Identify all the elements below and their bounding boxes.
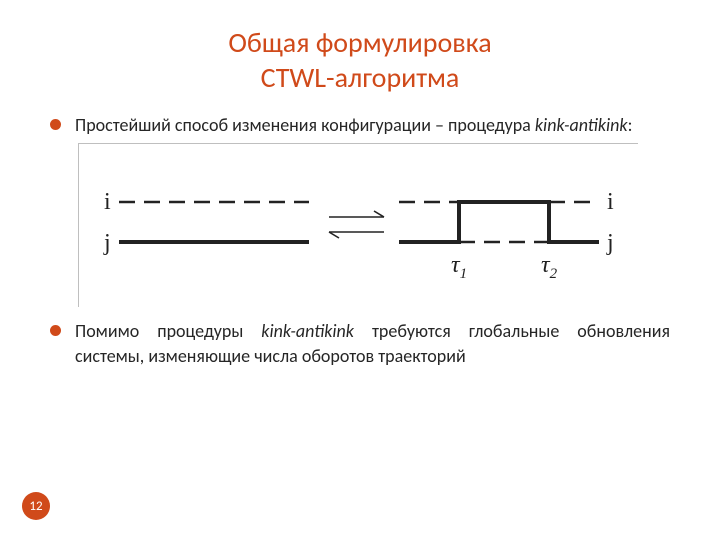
right-kink-path (399, 202, 599, 242)
bullet-1-em: kink-antikink (535, 114, 628, 136)
label-i-right: i (607, 189, 614, 215)
bullet-2-em: kink-antikink (261, 320, 354, 342)
kink-antikink-diagram: i j i j τ1 τ2 (89, 162, 629, 292)
page-number: 12 (29, 499, 42, 514)
slide: Общая формулировка CTWL-алгоритма Просте… (0, 0, 720, 540)
bullet-1: Простейший способ изменения конфигурации… (50, 113, 670, 137)
label-tau1: τ1 (451, 252, 467, 282)
label-i-left: i (104, 189, 111, 215)
equilibrium-arrows-icon (329, 211, 384, 238)
label-tau2: τ2 (541, 252, 558, 282)
bullet-1-post: : (628, 114, 633, 136)
bullet-icon (50, 325, 61, 336)
bullet-2: Помимо процедуры kink-antikink требуются… (50, 319, 670, 368)
page-number-badge: 12 (22, 492, 50, 520)
bullet-1-text: Простейший способ изменения конфигурации… (75, 113, 670, 137)
label-j-right: j (606, 230, 614, 256)
bullet-2-text: Помимо процедуры kink-antikink требуются… (75, 319, 670, 368)
title-line-1: Общая формулировка (228, 25, 491, 60)
title-line-2: CTWL-алгоритма (261, 60, 460, 95)
diagram-container: i j i j τ1 τ2 (78, 143, 638, 307)
bullet-2-pre: Помимо процедуры (75, 320, 261, 342)
slide-title: Общая формулировка CTWL-алгоритма (50, 25, 670, 95)
label-j-left: j (103, 230, 111, 256)
bullet-icon (50, 119, 61, 130)
bullet-1-pre: Простейший способ изменения конфигурации… (75, 114, 535, 136)
